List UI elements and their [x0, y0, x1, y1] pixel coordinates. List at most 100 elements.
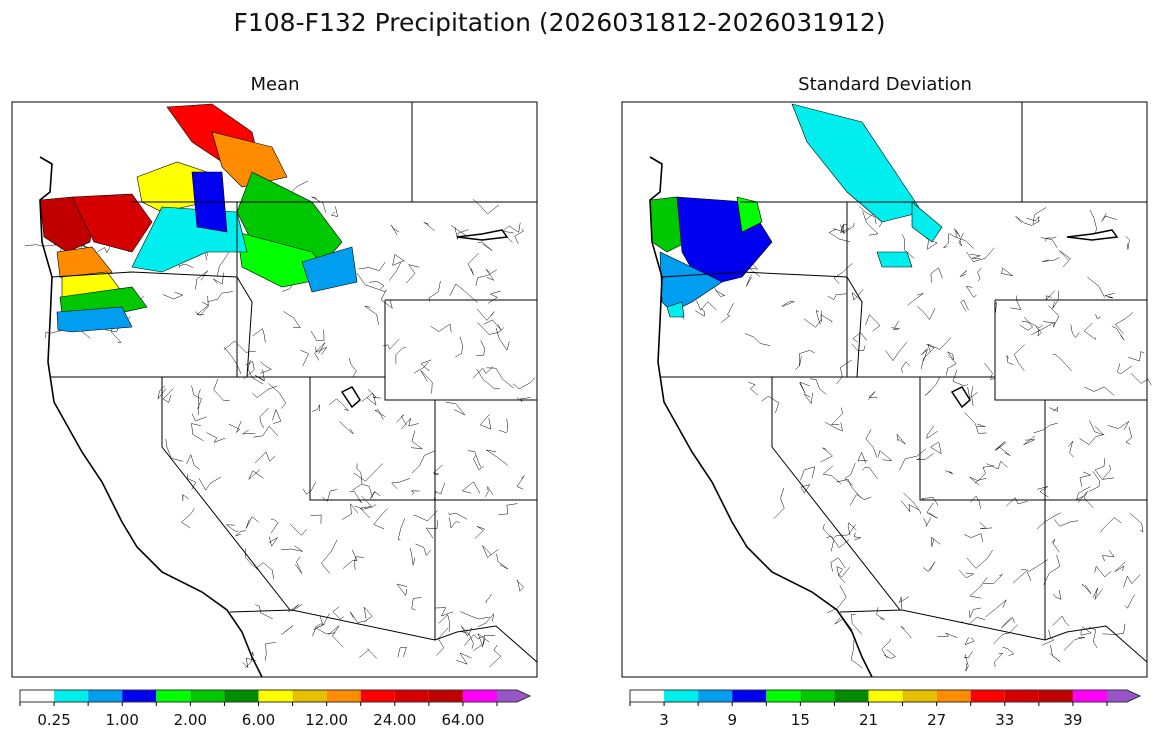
basin-boundary [196, 301, 209, 316]
colorbar-segment [1072, 690, 1107, 702]
basin-boundary [369, 281, 385, 290]
basin-boundary [840, 223, 850, 234]
basin-boundary [834, 617, 853, 631]
basin-boundary [405, 264, 420, 284]
basin-boundary [1053, 589, 1062, 600]
basin-boundary [696, 300, 717, 311]
mean-panel-title: Mean [250, 74, 300, 95]
great-salt-lake [340, 386, 361, 409]
basin-boundary [464, 634, 486, 646]
basin-boundary [436, 627, 449, 656]
basin-boundary [994, 652, 1004, 668]
state-border [236, 276, 253, 378]
basin-boundary [857, 451, 868, 464]
basin-boundary [1111, 325, 1125, 341]
shaded-basin [659, 251, 723, 313]
basin-boundary [254, 451, 276, 464]
basin-boundary [472, 366, 494, 379]
stddev-panel-title: Standard Deviation [798, 74, 972, 95]
basin-boundary [947, 351, 954, 361]
basin-boundary [1021, 321, 1043, 329]
colorbar-segment [88, 690, 123, 702]
basin-boundary [373, 508, 388, 530]
basin-boundary [930, 267, 943, 283]
colorbar-tick-label: 6.00 [242, 711, 275, 729]
coastline [649, 156, 873, 678]
colorbar-segment [698, 690, 733, 702]
basin-boundary [1048, 305, 1060, 328]
colorbar-segment [54, 690, 89, 702]
basin-boundary [861, 467, 878, 479]
coastline [39, 156, 263, 678]
basin-boundary [851, 343, 866, 351]
basin-boundaries [674, 176, 1152, 672]
basin-boundary [445, 401, 465, 416]
basin-boundary [489, 644, 502, 668]
basin-boundary [354, 556, 364, 570]
basin-boundary [476, 368, 500, 390]
basin-boundary [374, 409, 386, 420]
basin-boundary [923, 517, 932, 527]
colorbar-segment [20, 690, 55, 702]
colorbar-segment [868, 690, 903, 702]
basin-boundary [1079, 471, 1092, 487]
colorbar-segment [326, 690, 361, 702]
basin-boundary [881, 638, 892, 659]
basin-boundary [1054, 519, 1079, 527]
basin-boundary [281, 284, 293, 292]
map-panel-1 [621, 101, 1152, 678]
state-border [661, 271, 848, 278]
colorbar-tick-label: 12.00 [305, 711, 348, 729]
basin-boundary [1010, 295, 1022, 310]
basin-boundary [272, 408, 282, 424]
basin-boundary [310, 514, 322, 524]
basin-boundary [964, 650, 973, 659]
basin-boundary [311, 196, 326, 213]
basin-boundary [969, 607, 982, 618]
basin-boundary [1052, 353, 1072, 372]
basin-boundary [979, 521, 992, 530]
basin-boundary [930, 441, 942, 455]
basin-boundary [353, 463, 383, 482]
basin-boundary [477, 612, 495, 627]
basin-boundary [162, 388, 174, 403]
basin-boundary [425, 520, 438, 539]
basin-boundary [356, 463, 363, 484]
basin-boundary [1094, 565, 1112, 578]
basin-boundary [878, 450, 893, 461]
basin-boundary [45, 330, 61, 338]
basin-boundary [432, 464, 443, 475]
basin-boundary [485, 486, 494, 497]
basin-boundary [420, 359, 432, 372]
basin-boundary [485, 449, 508, 466]
basin-boundary [965, 285, 977, 298]
basin-boundary [363, 606, 373, 622]
basin-boundary [413, 510, 438, 522]
basin-boundary [865, 314, 881, 332]
basin-boundary [256, 562, 274, 580]
basin-boundary [966, 549, 993, 569]
basin-boundary [800, 484, 811, 494]
basin-boundary [1042, 629, 1055, 646]
basin-boundary [921, 497, 939, 506]
basin-boundary [946, 355, 957, 376]
colorbar-1: 3 9 15 21 27 33 39 [629, 689, 1142, 729]
basin-boundary [322, 489, 338, 502]
basin-boundary [268, 536, 278, 547]
basin-boundary [475, 269, 498, 286]
basin-boundary [411, 597, 422, 611]
basin-boundary [901, 500, 920, 513]
basin-boundary [1033, 422, 1058, 434]
basin-boundary [252, 328, 266, 343]
basin-boundary [799, 381, 810, 394]
basin-boundary [514, 228, 524, 244]
basin-boundary [473, 455, 484, 471]
basin-boundary [840, 223, 847, 234]
state-border [839, 609, 1148, 663]
basin-boundary [1000, 267, 1013, 276]
basin-boundary [1130, 372, 1152, 386]
basin-boundary [516, 475, 525, 490]
basin-boundary [264, 642, 276, 661]
basin-boundary [1006, 355, 1014, 366]
basin-boundary [474, 526, 486, 539]
